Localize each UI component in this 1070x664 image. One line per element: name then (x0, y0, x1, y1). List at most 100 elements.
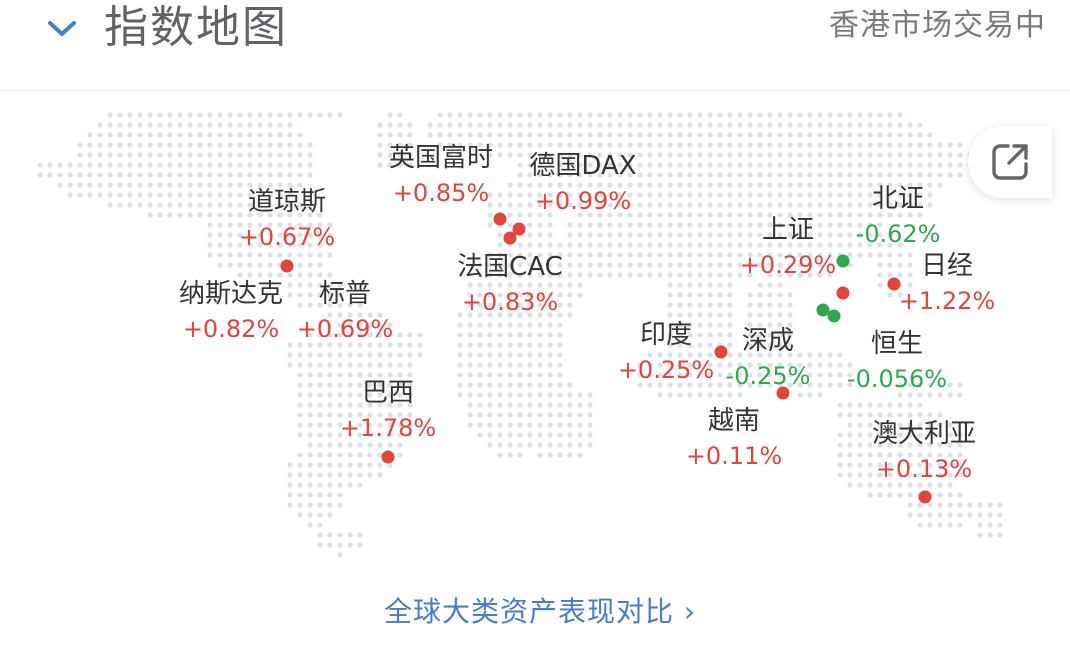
map-dot (947, 442, 953, 448)
map-dot (507, 272, 513, 278)
map-dot (507, 212, 513, 218)
map-dot (127, 112, 133, 118)
map-dot (917, 212, 923, 218)
map-dot (717, 362, 723, 368)
market-dot-shenzhen[interactable] (816, 303, 830, 317)
map-dot (727, 362, 733, 368)
map-dot (957, 472, 963, 478)
map-dot (657, 392, 663, 398)
map-dot (537, 352, 543, 358)
map-dot (367, 412, 373, 418)
map-dot (797, 222, 803, 228)
market-label-dow[interactable]: 道琼斯 +0.67% (239, 184, 335, 254)
market-label-brazil[interactable]: 巴西 +1.78% (340, 375, 436, 445)
market-dot-beizheng[interactable] (836, 254, 850, 268)
map-dot (467, 412, 473, 418)
map-dot (767, 342, 773, 348)
map-dot (397, 142, 403, 148)
market-dot-nikkei[interactable] (887, 277, 901, 291)
asset-comparison-link[interactable]: 全球大类资产表现对比 › (0, 592, 1070, 632)
map-dot (807, 202, 813, 208)
map-dot (347, 442, 353, 448)
map-dot (227, 192, 233, 198)
map-dot (197, 142, 203, 148)
map-dot (597, 252, 603, 258)
market-label-vietnam[interactable]: 越南 +0.11% (686, 403, 782, 473)
market-dot-cac[interactable] (503, 231, 517, 245)
market-dot-vietnam[interactable] (776, 386, 790, 400)
map-dot (497, 352, 503, 358)
market-label-hangseng[interactable]: 恒生 -0.056% (847, 326, 947, 396)
market-dot-india[interactable] (714, 345, 728, 359)
map-dot (667, 122, 673, 128)
market-label-shanghai[interactable]: 上证 +0.29% (740, 212, 836, 282)
map-dot (537, 452, 543, 458)
map-dot (547, 182, 553, 188)
map-dot (877, 232, 883, 238)
map-dot (327, 282, 333, 288)
map-dot (227, 212, 233, 218)
map-dot (327, 332, 333, 338)
map-dot (817, 272, 823, 278)
market-label-shenzhen[interactable]: 深成 -0.25% (726, 323, 811, 393)
map-dot (737, 192, 743, 198)
market-label-sp500[interactable]: 标普 +0.69% (297, 276, 393, 346)
market-label-nasdaq[interactable]: 纳斯达克 +0.82% (179, 276, 283, 346)
map-dot (197, 112, 203, 118)
map-dot (467, 402, 473, 408)
market-label-beizheng[interactable]: 北证 -0.62% (856, 181, 941, 251)
market-dot-ftse[interactable] (493, 212, 507, 226)
market-label-cac[interactable]: 法国CAC +0.83% (457, 249, 563, 319)
map-dot (907, 432, 913, 438)
map-dot (847, 162, 853, 168)
market-label-nikkei[interactable]: 日经 +1.22% (899, 248, 995, 318)
map-dot (297, 162, 303, 168)
map-dot (267, 212, 273, 218)
map-dot (307, 262, 313, 268)
market-dot-australia[interactable] (918, 490, 932, 504)
chevron-down-icon[interactable] (44, 10, 80, 46)
map-dot (737, 202, 743, 208)
map-dot (667, 312, 673, 318)
map-dot (567, 272, 573, 278)
map-dot (677, 322, 683, 328)
map-dot (177, 172, 183, 178)
market-label-ftse[interactable]: 英国富时 +0.85% (389, 140, 493, 210)
market-label-australia[interactable]: 澳大利亚 +0.13% (872, 416, 976, 486)
map-dot (397, 452, 403, 458)
map-dot (837, 122, 843, 128)
map-dot (847, 132, 853, 138)
map-dot (917, 502, 923, 508)
map-dot (487, 362, 493, 368)
market-dot-dax[interactable] (512, 222, 526, 236)
map-dot (227, 132, 233, 138)
map-dot (47, 162, 53, 168)
map-dot (127, 132, 133, 138)
map-dot (487, 132, 493, 138)
map-dot (707, 162, 713, 168)
map-dot (527, 352, 533, 358)
map-dot (347, 412, 353, 418)
map-dot (807, 122, 813, 128)
map-dot (857, 252, 863, 258)
market-dot-shanghai[interactable] (836, 286, 850, 300)
market-dot-dow[interactable] (280, 259, 294, 273)
share-button[interactable] (968, 126, 1052, 198)
map-dot (237, 162, 243, 168)
map-dot (517, 432, 523, 438)
map-dot (657, 122, 663, 128)
map-dot (617, 252, 623, 258)
market-dot-hangseng[interactable] (827, 309, 841, 323)
market-label-india[interactable]: 印度 +0.25% (618, 317, 714, 387)
map-dot (847, 112, 853, 118)
map-dot (567, 282, 573, 288)
map-dot (777, 252, 783, 258)
map-dot (307, 352, 313, 358)
map-dot (527, 222, 533, 228)
market-label-dax[interactable]: 德国DAX +0.99% (529, 148, 636, 218)
market-dot-brazil[interactable] (381, 450, 395, 464)
map-dot (677, 222, 683, 228)
map-dot (367, 432, 373, 438)
map-dot (717, 222, 723, 228)
map-dot (577, 212, 583, 218)
